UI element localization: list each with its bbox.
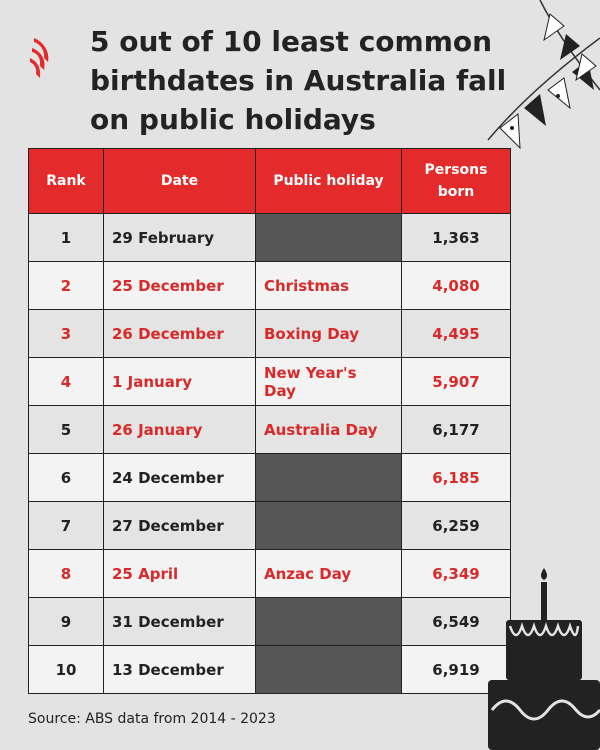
cell-public-holiday: Australia Day [255, 405, 402, 454]
cell-persons-born: 5,907 [401, 357, 511, 406]
cell-date: 31 December [103, 597, 256, 646]
cell-date: 26 December [103, 309, 256, 358]
table-row: 1 29 February 1,363 [28, 213, 511, 262]
header-persons-born: Persons born [401, 148, 511, 214]
table-row: 7 27 December 6,259 [28, 501, 511, 550]
table-row: 8 25 April Anzac Day 6,349 [28, 549, 511, 598]
header-rank: Rank [28, 148, 104, 214]
table-row: 6 24 December 6,185 [28, 453, 511, 502]
cell-date: 25 December [103, 261, 256, 310]
cell-date: 24 December [103, 453, 256, 502]
cell-persons-born: 6,349 [401, 549, 511, 598]
header-public-holiday: Public holiday [255, 148, 402, 214]
cell-public-holiday [255, 501, 402, 550]
table-row: 2 25 December Christmas 4,080 [28, 261, 511, 310]
cell-public-holiday: Christmas [255, 261, 402, 310]
cell-persons-born: 1,363 [401, 213, 511, 262]
cell-rank: 1 [28, 213, 104, 262]
cell-public-holiday: Anzac Day [255, 549, 402, 598]
birthday-cake-icon [488, 568, 600, 750]
cell-public-holiday [255, 213, 402, 262]
cell-persons-born: 4,495 [401, 309, 511, 358]
header-date: Date [103, 148, 256, 214]
cell-rank: 5 [28, 405, 104, 454]
cell-rank: 6 [28, 453, 104, 502]
cell-rank: 7 [28, 501, 104, 550]
cell-persons-born: 6,177 [401, 405, 511, 454]
cell-rank: 9 [28, 597, 104, 646]
page-title: 5 out of 10 least common birthdates in A… [90, 25, 507, 136]
cell-persons-born: 6,549 [401, 597, 511, 646]
table-row: 5 26 January Australia Day 6,177 [28, 405, 511, 454]
cell-public-holiday: New Year's Day [255, 357, 402, 406]
cell-rank: 8 [28, 549, 104, 598]
cell-persons-born: 6,259 [401, 501, 511, 550]
cell-rank: 2 [28, 261, 104, 310]
sbs-logo-icon [30, 38, 49, 78]
cell-date: 26 January [103, 405, 256, 454]
cell-public-holiday [255, 597, 402, 646]
cell-date: 13 December [103, 645, 256, 694]
cell-public-holiday: Boxing Day [255, 309, 402, 358]
source-note: Source: ABS data from 2014 - 2023 [28, 711, 276, 727]
cell-rank: 4 [28, 357, 104, 406]
cell-public-holiday [255, 645, 402, 694]
cell-date: 1 January [103, 357, 256, 406]
cell-date: 27 December [103, 501, 256, 550]
table-header-row: Rank Date Public holiday Persons born [28, 148, 511, 214]
cell-rank: 3 [28, 309, 104, 358]
cell-persons-born: 4,080 [401, 261, 511, 310]
bunting-icon [487, 0, 600, 150]
cell-date: 29 February [103, 213, 256, 262]
table-row: 10 13 December 6,919 [28, 645, 511, 694]
cell-rank: 10 [28, 645, 104, 694]
table-row: 3 26 December Boxing Day 4,495 [28, 309, 511, 358]
table-row: 9 31 December 6,549 [28, 597, 511, 646]
cell-date: 25 April [103, 549, 256, 598]
cell-public-holiday [255, 453, 402, 502]
cell-persons-born: 6,185 [401, 453, 511, 502]
